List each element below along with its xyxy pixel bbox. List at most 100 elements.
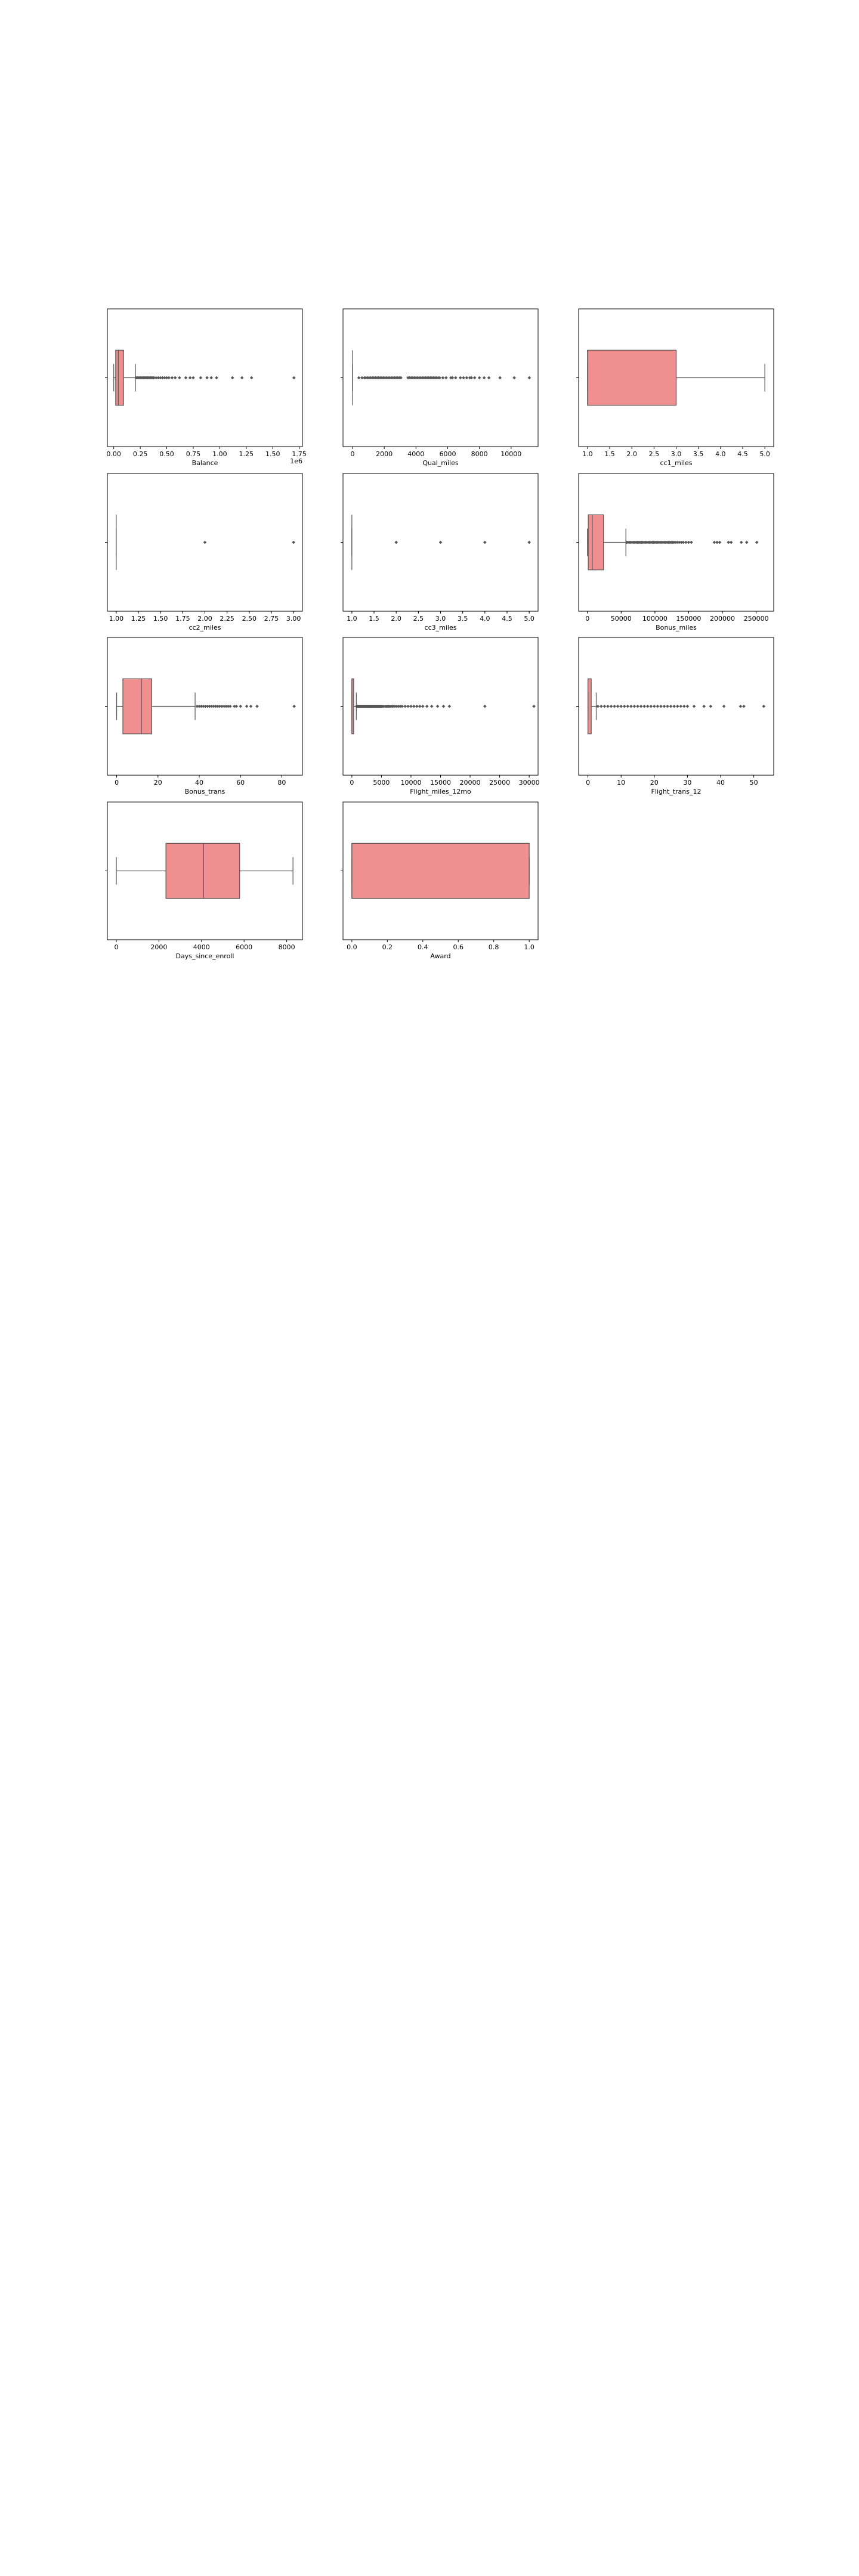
x-tick-label: 3.5 — [693, 450, 704, 458]
x-tick-label: 1.50 — [265, 450, 280, 458]
outlier-point — [669, 704, 673, 708]
x-tick-label: 150000 — [676, 615, 701, 623]
outlier-point — [682, 704, 686, 708]
outlier-point — [679, 704, 683, 708]
box — [115, 349, 124, 406]
x-tick-label: 0 — [585, 615, 589, 623]
outlier-point — [205, 376, 209, 380]
outlier-point — [202, 704, 205, 708]
outlier-point — [222, 704, 226, 708]
outlier-point — [739, 704, 743, 708]
x-tick-label: 2.25 — [220, 615, 234, 623]
outlier-point — [399, 376, 403, 380]
outlier-point — [715, 540, 719, 544]
x-tick-label: 0.4 — [418, 943, 428, 951]
x-axis-label: Bonus_miles — [656, 624, 697, 631]
x-tick-label: 6000 — [236, 943, 252, 951]
x-tick-label: 1.5 — [369, 615, 379, 623]
x-tick-label: 1.25 — [239, 450, 254, 458]
x-tick-label: 60 — [236, 779, 245, 787]
outlier-point — [240, 376, 244, 380]
outlier-point — [675, 540, 679, 544]
outlier-point — [447, 704, 452, 708]
outlier-point — [292, 540, 295, 544]
outlier-point — [208, 704, 212, 708]
outlier-point — [684, 540, 688, 544]
x-tick-label: 0.0 — [347, 943, 357, 951]
outlier-point — [739, 540, 743, 544]
outlier-point — [458, 376, 462, 380]
outlier-point — [656, 704, 660, 708]
outlier-point — [406, 704, 410, 708]
x-tick-label: 4.5 — [502, 615, 512, 623]
boxplot-panel-flight_trans_12: 0 10 20 30 40 50 Flight_trans_12 — [576, 637, 774, 795]
outlier-point — [465, 376, 469, 380]
outlier-point — [636, 704, 639, 708]
outlier-point — [444, 376, 448, 380]
outlier-point — [203, 540, 207, 544]
outlier-point — [199, 376, 203, 380]
x-tick-label: 3.0 — [671, 450, 682, 458]
outlier-point — [220, 704, 224, 708]
outlier-point — [357, 376, 361, 380]
x-tick-label: 10 — [617, 779, 625, 787]
outlier-point — [619, 704, 623, 708]
x-tick-label: 15000 — [430, 779, 451, 787]
outlier-point — [629, 704, 633, 708]
box — [122, 678, 152, 735]
outlier-point — [226, 704, 230, 708]
outlier-point — [477, 376, 481, 380]
outlier-point — [438, 376, 441, 380]
x-tick-label: 1.75 — [292, 450, 307, 458]
x-tick-label: 4000 — [407, 450, 424, 458]
x-tick-label: 4.0 — [715, 450, 726, 458]
outlier-point — [441, 704, 446, 708]
boxplot-panel-days_since_enroll: 0 2000 4000 6000 8000 Days_since_enroll — [105, 801, 303, 960]
outlier-point — [762, 704, 766, 708]
boxplot-panel-award: 0.0 0.2 0.4 0.6 0.8 1.0 Award — [341, 801, 539, 960]
x-tick-label: 4.0 — [480, 615, 490, 623]
x-tick-label: 1.00 — [212, 450, 227, 458]
x-tick-label: 2.50 — [242, 615, 257, 623]
outlier-point — [395, 704, 398, 708]
outlier-point — [462, 376, 465, 380]
x-tick-label: 40 — [195, 779, 203, 787]
outlier-point — [165, 376, 169, 380]
outlier-point — [662, 704, 666, 708]
x-tick-label: 0 — [115, 779, 119, 787]
outlier-point — [233, 704, 236, 708]
x-axis-label: Bonus_trans — [185, 788, 225, 795]
x-tick-label: 0.6 — [453, 943, 464, 951]
outlier-point — [197, 704, 201, 708]
x-tick-label: 1.25 — [131, 615, 146, 623]
x-tick-label: 20000 — [460, 779, 481, 787]
x-tick-label: 2000 — [150, 943, 167, 951]
outlier-point — [453, 376, 458, 380]
x-tick-label: 50 — [750, 779, 758, 787]
outlier-point — [729, 540, 733, 544]
outlier-point — [393, 704, 397, 708]
outlier-point — [596, 704, 600, 708]
x-tick-label: 1.00 — [109, 615, 124, 623]
x-tick-label: 3.00 — [286, 615, 301, 623]
outlier-point — [673, 540, 677, 544]
x-tick-label: 3.5 — [458, 615, 468, 623]
outlier-point — [167, 376, 171, 380]
x-tick-label: 1.0 — [582, 450, 593, 458]
outlier-point — [163, 376, 166, 380]
x-axis-label: Balance — [192, 459, 218, 467]
outlier-point — [415, 704, 419, 708]
outlier-point — [228, 704, 232, 708]
x-tick-label: 20 — [154, 779, 162, 787]
x-tick-label: 3.0 — [435, 615, 446, 623]
outlier-point — [602, 704, 607, 708]
outlier-point — [722, 704, 726, 708]
outlier-point — [215, 376, 218, 380]
outlier-point — [218, 704, 222, 708]
x-axis-label: cc3_miles — [425, 624, 457, 631]
x-tick-label: 250000 — [744, 615, 769, 623]
outlier-point — [609, 704, 613, 708]
outlier-point — [209, 376, 213, 380]
outlier-point — [421, 704, 425, 708]
outlier-point — [230, 376, 234, 380]
